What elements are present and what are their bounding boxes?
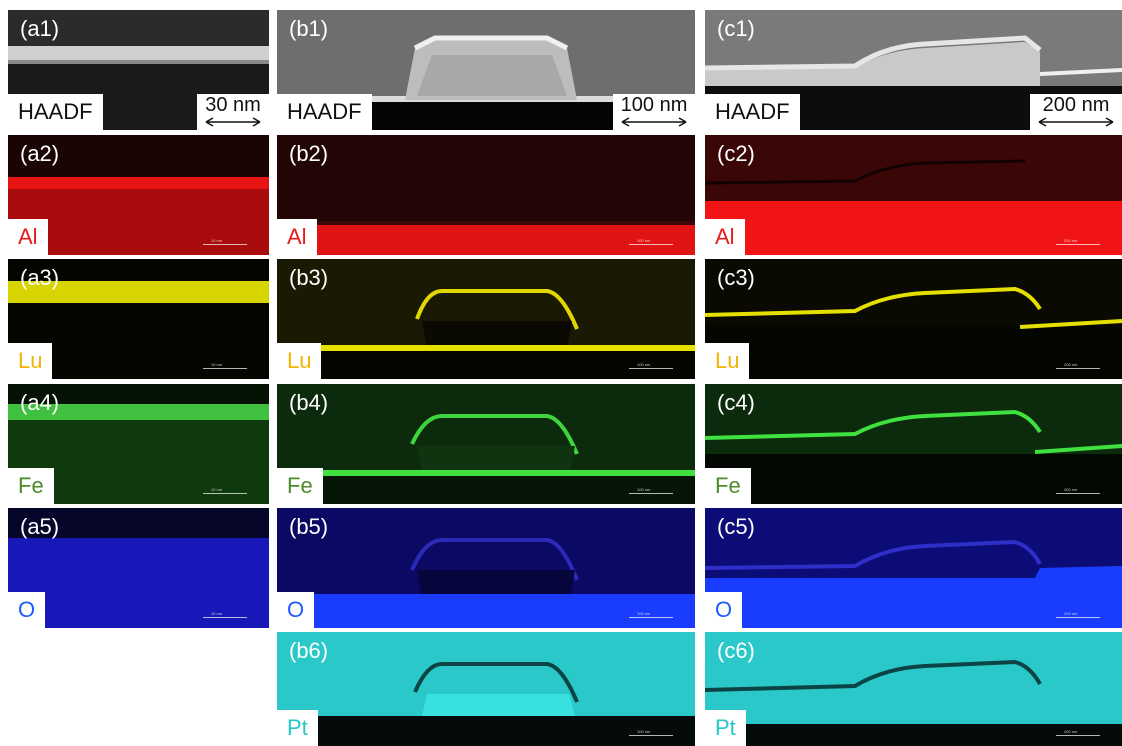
- panel-label: (a1): [20, 16, 60, 41]
- fe-map-c4: [705, 384, 1122, 504]
- scalebar-small: 100 nm: [629, 238, 673, 247]
- o-map-b5: [277, 508, 695, 628]
- lu-map-c3: [705, 259, 1122, 379]
- panel-b2: (b2) Al 100 nm: [277, 135, 695, 255]
- panel-label: (b2): [289, 141, 329, 166]
- scalebar-small: 100 nm: [629, 487, 673, 496]
- panel-label: (c1): [717, 16, 755, 41]
- lu-map-a3: [8, 259, 269, 379]
- scalebar-small: 10 nm: [203, 362, 247, 371]
- element-label: HAADF: [705, 94, 800, 130]
- scalebar-small: 100 nm: [629, 362, 673, 371]
- element-label: O: [705, 592, 743, 628]
- element-label: Lu: [705, 343, 750, 379]
- panel-label: (b4): [289, 390, 329, 415]
- panel-c6: (c6) Pt 200 nm: [705, 632, 1122, 746]
- scalebar-small: 200 nm: [1056, 729, 1100, 738]
- fe-map-b4: [277, 384, 695, 504]
- element-label: HAADF: [277, 94, 372, 130]
- element-label: Lu: [277, 343, 322, 379]
- element-label: Al: [277, 219, 317, 255]
- panel-b1: (b1) HAADF 100 nm: [277, 10, 695, 130]
- panel-b5: (b5) O 100 nm: [277, 508, 695, 628]
- panel-label: (c5): [717, 514, 755, 539]
- panel-a4: (a4) Fe 10 nm: [8, 384, 269, 504]
- element-label: O: [277, 592, 315, 628]
- panel-a1: (a1) HAADF 30 nm: [8, 10, 269, 130]
- element-label: Pt: [705, 710, 746, 746]
- al-map-b2: [277, 135, 695, 255]
- element-label: O: [8, 592, 46, 628]
- element-label: Lu: [8, 343, 53, 379]
- scalebar: 200 nm: [1030, 94, 1122, 130]
- scalebar-label: 100 nm: [620, 94, 688, 116]
- element-label: Al: [705, 219, 745, 255]
- scalebar: 30 nm: [197, 94, 269, 130]
- panel-b4: (b4) Fe 100 nm: [277, 384, 695, 504]
- panel-label: (a3): [20, 265, 60, 290]
- panel-a5: (a5) O 10 nm: [8, 508, 269, 628]
- element-label: Fe: [277, 468, 323, 504]
- element-label: Fe: [705, 468, 751, 504]
- scalebar-small: 200 nm: [1056, 362, 1100, 371]
- panel-b3: (b3) Lu 100 nm: [277, 259, 695, 379]
- panel-label: (c4): [717, 390, 755, 415]
- panel-label: (b1): [289, 16, 329, 41]
- o-map-c5: [705, 508, 1122, 628]
- double-arrow-icon: [621, 117, 687, 127]
- panel-label: (b3): [289, 265, 329, 290]
- panel-label: (a4): [20, 390, 60, 415]
- panel-label: (b5): [289, 514, 329, 539]
- scalebar-small: 200 nm: [1056, 487, 1100, 496]
- pt-map-b6: [277, 632, 695, 746]
- al-map-c2: [705, 135, 1122, 255]
- double-arrow-icon: [205, 117, 261, 127]
- panel-c1: (c1) HAADF 200 nm: [705, 10, 1122, 130]
- panel-b6: (b6) Pt 100 nm: [277, 632, 695, 746]
- panel-c4: (c4) Fe 200 nm: [705, 384, 1122, 504]
- scalebar-label: 200 nm: [1042, 94, 1110, 116]
- scalebar-small: 10 nm: [203, 238, 247, 247]
- scalebar-label: 30 nm: [205, 94, 261, 116]
- panel-label: (a2): [20, 141, 60, 166]
- panel-c3: (c3) Lu 200 nm: [705, 259, 1122, 379]
- pt-map-c6: [705, 632, 1122, 746]
- fe-map-a4: [8, 384, 269, 504]
- double-arrow-icon: [1038, 117, 1114, 127]
- scalebar-small: 200 nm: [1056, 238, 1100, 247]
- panel-a2: (a2) Al 10 nm: [8, 135, 269, 255]
- panel-c2: (c2) Al 200 nm: [705, 135, 1122, 255]
- panel-a3: (a3) Lu 10 nm: [8, 259, 269, 379]
- scalebar-small: 200 nm: [1056, 611, 1100, 620]
- panel-label: (c2): [717, 141, 755, 166]
- panel-label: (c3): [717, 265, 755, 290]
- o-map-a5: [8, 508, 269, 628]
- lu-map-b3: [277, 259, 695, 379]
- scalebar-small: 10 nm: [203, 611, 247, 620]
- al-map-a2: [8, 135, 269, 255]
- scalebar-small: 100 nm: [629, 611, 673, 620]
- panel-label: (b6): [289, 638, 329, 663]
- element-label: HAADF: [8, 94, 103, 130]
- scalebar-small: 100 nm: [629, 729, 673, 738]
- element-label: Pt: [277, 710, 318, 746]
- scalebar: 100 nm: [613, 94, 695, 130]
- element-label: Al: [8, 219, 48, 255]
- panel-label: (c6): [717, 638, 755, 663]
- scalebar-small: 10 nm: [203, 487, 247, 496]
- panel-label: (a5): [20, 514, 60, 539]
- element-label: Fe: [8, 468, 54, 504]
- panel-c5: (c5) O 200 nm: [705, 508, 1122, 628]
